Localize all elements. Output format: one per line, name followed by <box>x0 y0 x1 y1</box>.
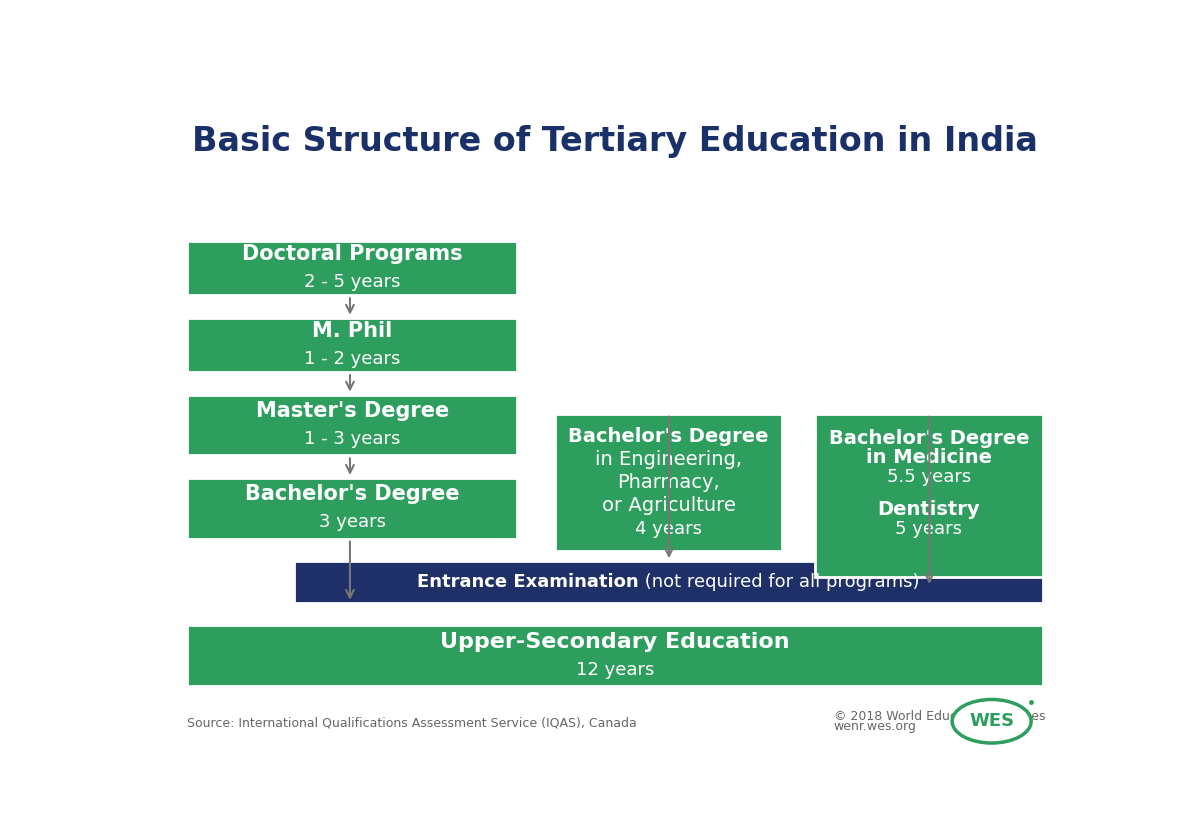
Text: Bachelor's Degree: Bachelor's Degree <box>829 428 1030 448</box>
Text: 5 years: 5 years <box>895 520 962 538</box>
Text: (not required for all programs): (not required for all programs) <box>640 573 919 591</box>
Text: wenr.wes.org: wenr.wes.org <box>834 720 917 733</box>
FancyBboxPatch shape <box>815 414 1043 577</box>
Text: Entrance Examination: Entrance Examination <box>418 573 640 591</box>
Text: 1 - 3 years: 1 - 3 years <box>304 430 401 448</box>
Text: in Engineering,: in Engineering, <box>595 450 742 469</box>
FancyBboxPatch shape <box>187 625 1043 686</box>
Text: Source: International Qualifications Assessment Service (IQAS), Canada: Source: International Qualifications Ass… <box>187 716 637 729</box>
FancyBboxPatch shape <box>554 414 782 552</box>
Text: 5.5 years: 5.5 years <box>887 468 971 486</box>
Ellipse shape <box>952 700 1031 743</box>
Text: Bachelor's Degree: Bachelor's Degree <box>569 427 769 446</box>
FancyBboxPatch shape <box>187 240 517 295</box>
Text: © 2018 World Education Services: © 2018 World Education Services <box>834 710 1045 723</box>
FancyBboxPatch shape <box>294 561 1043 602</box>
Text: 12 years: 12 years <box>576 661 654 679</box>
FancyBboxPatch shape <box>187 318 517 372</box>
Text: Master's Degree: Master's Degree <box>256 401 449 421</box>
Text: Dentistry: Dentistry <box>877 500 980 519</box>
FancyBboxPatch shape <box>187 394 517 455</box>
Text: WES: WES <box>970 712 1014 730</box>
Text: Upper-Secondary Education: Upper-Secondary Education <box>440 631 790 651</box>
Text: 3 years: 3 years <box>319 513 385 532</box>
Text: M. Phil: M. Phil <box>312 321 392 341</box>
FancyBboxPatch shape <box>187 478 517 538</box>
Text: 2 - 5 years: 2 - 5 years <box>304 273 401 291</box>
Text: Bachelor's Degree: Bachelor's Degree <box>245 484 460 504</box>
Text: 1 - 2 years: 1 - 2 years <box>304 350 401 368</box>
Text: in Medicine: in Medicine <box>866 448 992 467</box>
Text: or Agriculture: or Agriculture <box>601 496 736 515</box>
Text: Pharmacy,: Pharmacy, <box>617 473 720 492</box>
Text: Basic Structure of Tertiary Education in India: Basic Structure of Tertiary Education in… <box>192 125 1038 158</box>
Text: Doctoral Programs: Doctoral Programs <box>242 244 462 264</box>
Text: 4 years: 4 years <box>635 519 702 537</box>
